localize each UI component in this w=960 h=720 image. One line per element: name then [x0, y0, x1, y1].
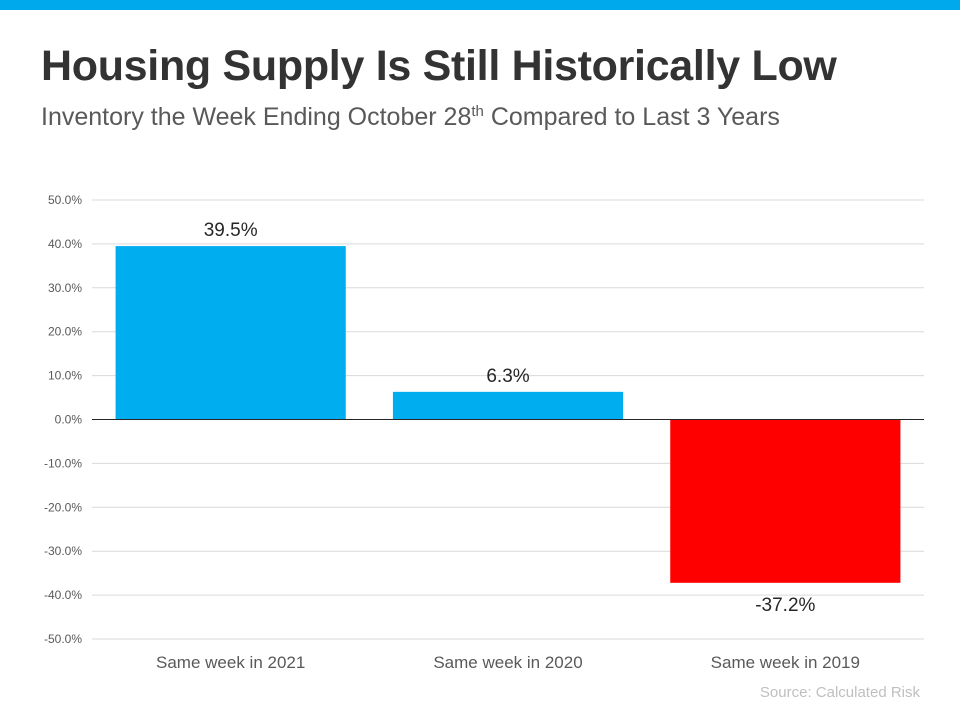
top-accent-bar [0, 0, 960, 10]
subtitle-superscript: th [471, 103, 484, 120]
y-tick-label: 10.0% [48, 369, 82, 383]
x-tick-label: Same week in 2020 [433, 653, 582, 672]
y-tick-label: 20.0% [48, 325, 82, 339]
y-tick-label: -30.0% [44, 544, 82, 558]
gridlines [92, 199, 924, 640]
data-label: -37.2% [755, 595, 815, 616]
bar-2 [392, 391, 624, 420]
source-note: Source: Calculated Risk [759, 684, 920, 701]
x-tick-label: Same week in 2019 [711, 653, 860, 672]
x-tick-label: Same week in 2021 [156, 653, 305, 672]
y-tick-label: -40.0% [44, 588, 82, 602]
y-tick-label: 30.0% [48, 281, 82, 295]
x-axis-tick-labels: Same week in 2021 Same week in 2020 Same w… [156, 653, 860, 672]
data-label: 39.5% [204, 220, 258, 241]
y-axis-tick-labels: 50.0% 40.0% 30.0% 20.0% 10.0% 0.0% -10.0% -20.0… [44, 193, 82, 646]
bars [115, 246, 901, 583]
y-tick-label: -50.0% [44, 632, 82, 646]
subtitle-text: Inventory the Week Ending October 28 [41, 103, 472, 131]
subtitle-text-end: Compared to Last 3 Years [483, 103, 780, 131]
chart-title: Housing Supply Is Still Historically Low [41, 42, 837, 90]
chart-subtitle: Inventory the Week Ending October 28th C… [41, 103, 780, 132]
y-tick-label: 0.0% [55, 413, 83, 427]
data-label: 6.3% [486, 366, 529, 387]
y-tick-label: -20.0% [44, 500, 82, 514]
data-labels: 39.5% 6.3% -37.2% [204, 220, 816, 616]
y-tick-label: -10.0% [44, 456, 82, 470]
bar-3 [670, 419, 901, 583]
y-tick-label: 40.0% [48, 237, 82, 251]
bar-1 [115, 246, 346, 420]
y-tick-label: 50.0% [48, 193, 82, 207]
